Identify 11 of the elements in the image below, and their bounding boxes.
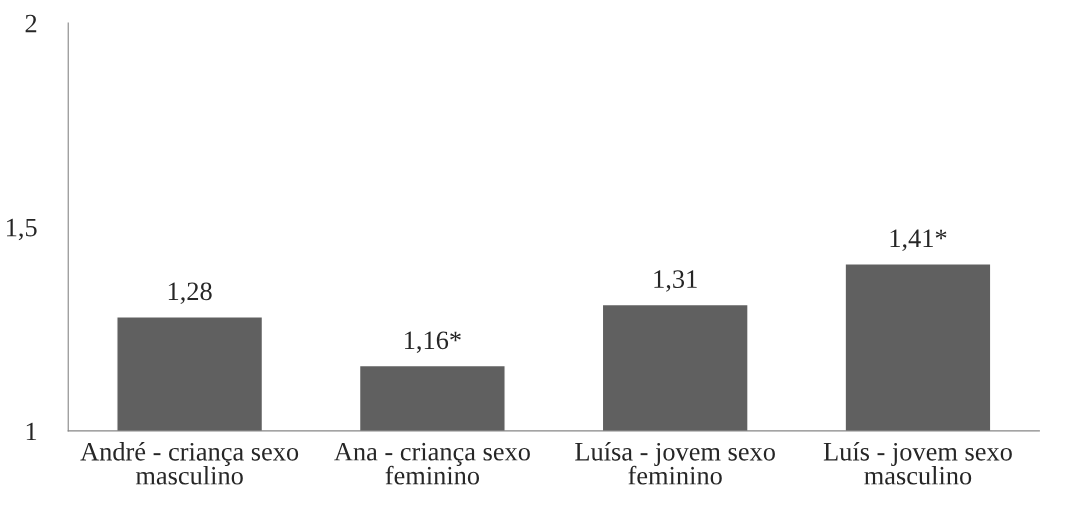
data-label: 1,16* (405, 331, 461, 353)
x-tick-label: Ana - criança sexo feminino (334, 442, 530, 485)
data-label: 1,31 (654, 270, 697, 292)
y-tick-label: 1,5 (7, 218, 37, 241)
x-tick-label: Luís - jovem sexo masculino (823, 442, 1012, 485)
y-tick-label: 2 (25, 14, 37, 33)
data-label: 1,28 (168, 282, 212, 305)
data-label: 1,41* (890, 229, 947, 252)
x-tick-label: Luísa - jovem sexo feminino (575, 442, 775, 485)
y-tick-label: 1 (26, 422, 37, 441)
x-tick-label: André - criança sexo masculino (80, 442, 299, 485)
